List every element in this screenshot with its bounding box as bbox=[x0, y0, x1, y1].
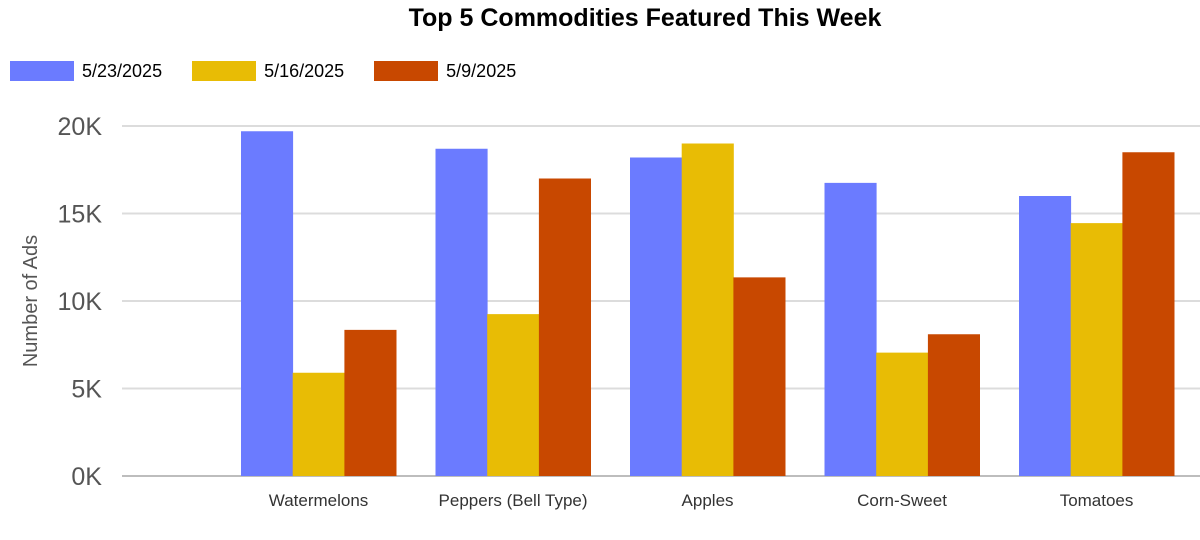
y-tick-label: 20K bbox=[58, 113, 103, 141]
legend-label: 5/9/2025 bbox=[446, 60, 517, 81]
bar bbox=[435, 148, 488, 476]
legend-label: 5/16/2025 bbox=[264, 60, 345, 81]
bars bbox=[241, 131, 1175, 476]
bar bbox=[1019, 196, 1072, 476]
legend-swatch bbox=[192, 61, 257, 81]
legend-swatch bbox=[10, 61, 74, 81]
legend: 5/23/2025 5/16/2025 5/9/2025 bbox=[10, 60, 546, 82]
bar bbox=[241, 131, 294, 476]
chart-title: Top 5 Commodities Featured This Week bbox=[408, 4, 882, 32]
y-axis-label: Number of Ads bbox=[20, 235, 42, 367]
axes: 0K 5K 10K 15K 20K Number of Ads Watermelons Pep… bbox=[20, 113, 1133, 510]
y-tick-label: 10K bbox=[58, 288, 103, 316]
x-tick-label: Watermelons bbox=[269, 491, 369, 510]
bar bbox=[927, 334, 980, 476]
bar bbox=[876, 352, 929, 476]
legend-label: 5/23/2025 bbox=[82, 60, 163, 81]
y-tick-label: 15K bbox=[58, 201, 103, 229]
bar bbox=[487, 314, 540, 476]
legend-swatch bbox=[374, 61, 439, 81]
legend-item: 5/23/2025 bbox=[10, 61, 162, 82]
bar bbox=[824, 182, 877, 476]
bar bbox=[538, 178, 591, 476]
bar bbox=[1122, 152, 1175, 476]
bar bbox=[733, 277, 786, 476]
bar bbox=[630, 157, 683, 476]
bar bbox=[292, 372, 345, 476]
x-tick-label: Corn-Sweet bbox=[857, 491, 947, 510]
y-tick-label: 0K bbox=[71, 463, 102, 491]
bar bbox=[1070, 223, 1123, 476]
x-tick-label: Apples bbox=[682, 491, 734, 510]
bar bbox=[344, 329, 397, 476]
x-tick-label: Tomatoes bbox=[1060, 491, 1134, 510]
legend-item: 5/16/2025 bbox=[192, 61, 344, 82]
x-tick-label: Peppers (Bell Type) bbox=[439, 491, 588, 510]
legend-item: 5/9/2025 bbox=[374, 61, 516, 82]
bar bbox=[681, 143, 734, 476]
y-tick-label: 5K bbox=[71, 376, 102, 404]
